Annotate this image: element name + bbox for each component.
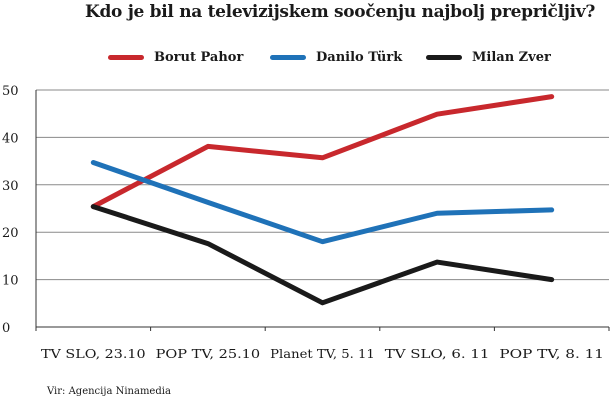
x-tick-label: Planet TV, 5. 11 bbox=[270, 346, 375, 361]
legend: Borut Pahor Danilo Türk Milan Zver bbox=[0, 50, 610, 70]
y-tick-label: 30 bbox=[2, 179, 19, 194]
y-tick-label: 50 bbox=[2, 84, 19, 99]
legend-label: Borut Pahor bbox=[154, 50, 244, 65]
legend-item-milan-zver: Milan Zver bbox=[426, 50, 551, 65]
x-tick-label: TV SLO, 23.10 bbox=[41, 346, 146, 361]
x-tick-label: POP TV, 8. 11 bbox=[499, 346, 604, 361]
x-tick-label: TV SLO, 6. 11 bbox=[385, 346, 490, 361]
source-note: Vir: Agencija Ninamedia bbox=[47, 386, 171, 397]
legend-swatch bbox=[270, 55, 306, 60]
chart-title: Kdo je bil na televizijskem soočenju naj… bbox=[84, 2, 596, 22]
series-line-milan-zver bbox=[90, 204, 555, 306]
series-line-borut-pahor bbox=[90, 94, 555, 210]
legend-swatch bbox=[108, 55, 144, 60]
y-tick-label: 40 bbox=[2, 131, 19, 146]
y-tick-label: 20 bbox=[2, 226, 19, 241]
y-tick-label: 10 bbox=[2, 274, 19, 289]
legend-label: Danilo Türk bbox=[316, 50, 403, 65]
legend-swatch bbox=[426, 55, 462, 60]
x-tick-label: POP TV, 25.10 bbox=[156, 346, 261, 361]
legend-label: Milan Zver bbox=[472, 50, 551, 65]
legend-item-danilo-turk: Danilo Türk bbox=[270, 50, 402, 65]
y-tick-label: 0 bbox=[2, 321, 10, 336]
legend-item-borut-pahor: Borut Pahor bbox=[108, 50, 243, 65]
